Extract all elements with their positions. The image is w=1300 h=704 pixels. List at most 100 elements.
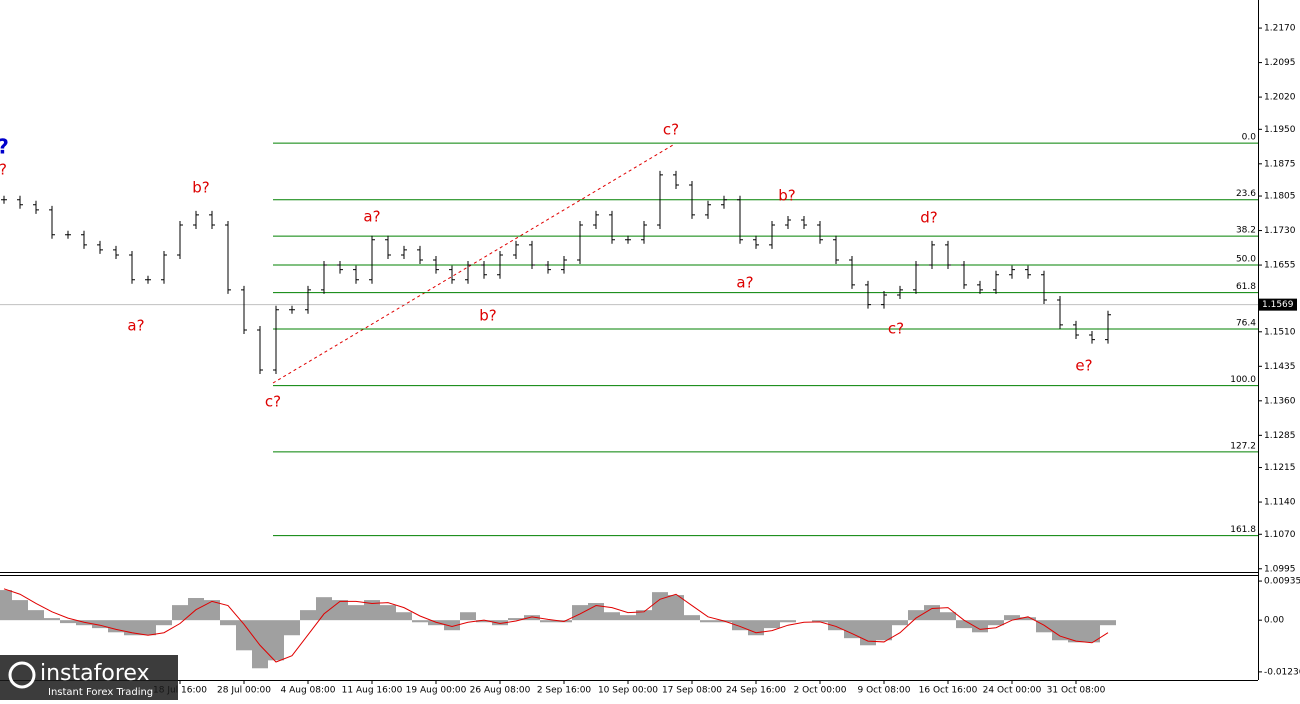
histogram-bar: [684, 615, 700, 621]
x-tick-label: 9 Oct 08:00: [858, 686, 911, 696]
price-bar: [1, 195, 7, 204]
price-bar: [929, 240, 935, 270]
price-bar: [833, 235, 839, 264]
histogram-bar: [348, 605, 364, 621]
watermark: instaforex Instant Forex Trading: [0, 655, 178, 700]
price-bar: [129, 250, 135, 284]
fib-level-label: 50.0: [1236, 255, 1256, 265]
price-bar: [353, 265, 359, 284]
price-bar: [241, 285, 247, 334]
price-bar: [961, 261, 967, 289]
x-tick-label: 11 Aug 16:00: [342, 686, 403, 696]
x-tick-label: 28 Jul 00:00: [217, 686, 271, 696]
wave-label: ?: [0, 135, 9, 159]
price-bar: [177, 221, 183, 259]
price-bar: [561, 256, 567, 274]
price-bar: [1073, 320, 1079, 340]
x-tick-label: 2 Sep 16:00: [537, 686, 592, 696]
wave-label: a?: [127, 317, 144, 335]
price-bar: [513, 240, 519, 259]
histogram-bar: [732, 620, 748, 631]
histogram-bar: [1004, 615, 1020, 621]
histogram-bar: [1100, 620, 1116, 626]
x-tick-label: 10 Sep 00:00: [598, 686, 658, 696]
histogram-bar: [668, 595, 684, 621]
price-bar: [625, 235, 631, 244]
last-price-label: 1.1569: [1262, 300, 1294, 310]
price-bar: [481, 261, 487, 279]
fib-level-label: 61.8: [1236, 282, 1256, 292]
x-tick-label: 26 Aug 08:00: [470, 686, 531, 696]
fib-level-label: 0.0: [1242, 133, 1257, 143]
price-bar: [385, 235, 391, 259]
histogram-bar: [876, 620, 892, 641]
price-bar: [977, 280, 983, 294]
price-bar: [161, 250, 167, 284]
histogram-bar: [924, 605, 940, 621]
price-bar: [209, 210, 215, 230]
histogram-bar: [380, 605, 396, 621]
price-bar: [1041, 270, 1047, 305]
histogram-bar: [444, 620, 460, 631]
price-bar: [657, 170, 663, 230]
histogram-bar: [812, 620, 828, 623]
histogram-bar: [892, 620, 908, 626]
y-tick-label: 1.2020: [1264, 93, 1296, 103]
price-bar: [817, 221, 823, 244]
price-bar: [369, 235, 375, 284]
price-bar: [1009, 265, 1015, 279]
x-tick-label: 16 Oct 16:00: [919, 686, 978, 696]
histogram-bar: [476, 620, 492, 623]
y-tick-label: 0.00935: [1264, 577, 1300, 587]
price-bar: [945, 240, 951, 270]
price-bar: [1089, 331, 1095, 344]
histogram-bar: [156, 620, 172, 626]
histogram-bar: [492, 620, 508, 626]
histogram-bar: [172, 605, 188, 621]
x-tick-label: 17 Sep 08:00: [662, 686, 722, 696]
histogram-bar: [524, 615, 540, 621]
histogram-bar: [1084, 620, 1100, 643]
y-tick-label: 1.1435: [1264, 362, 1296, 372]
histogram-bar: [460, 612, 476, 621]
x-tick-label: 31 Oct 08:00: [1047, 686, 1106, 696]
y-tick-label: 1.0995: [1264, 564, 1296, 574]
histogram-bar: [204, 600, 220, 621]
signal-line: [3, 588, 1109, 663]
price-bar: [1057, 296, 1063, 329]
price-bar: [465, 261, 471, 284]
y-tick-label: 1.1215: [1264, 463, 1296, 473]
histogram-bar: [188, 598, 204, 621]
histogram-bar: [332, 600, 348, 621]
histogram-bar: [412, 620, 428, 623]
price-bar: [65, 230, 71, 239]
y-tick-label: 1.2170: [1264, 24, 1296, 34]
price-bar: [881, 290, 887, 309]
y-tick-label: -0.01236: [1264, 667, 1300, 677]
wave-label: c?: [663, 121, 679, 139]
fib-level-label: 100.0: [1230, 375, 1256, 385]
wave-label: e?: [1075, 357, 1092, 375]
y-tick-label: 1.1875: [1264, 159, 1296, 169]
y-tick-label: 1.1655: [1264, 261, 1296, 271]
price-bar: [705, 200, 711, 219]
price-bar: [1105, 310, 1111, 344]
y-tick-label: 1.2095: [1264, 58, 1296, 68]
histogram-bar: [908, 610, 924, 621]
price-bar: [849, 256, 855, 289]
price-bar: [593, 210, 599, 230]
price-bar: [449, 265, 455, 284]
wave-label: a?: [363, 208, 380, 226]
histogram-bar: [1052, 620, 1068, 641]
histogram-bar: [92, 620, 108, 629]
wave-label: ?: [0, 161, 7, 179]
watermark-title: instaforex: [40, 661, 150, 686]
wave-label: c?: [888, 320, 904, 338]
price-bar: [401, 245, 407, 259]
x-tick-label: 24 Sep 16:00: [726, 686, 786, 696]
price-bar: [81, 230, 87, 249]
price-bar: [49, 205, 55, 239]
histogram-bar: [636, 610, 652, 621]
histogram-bar: [540, 620, 556, 623]
